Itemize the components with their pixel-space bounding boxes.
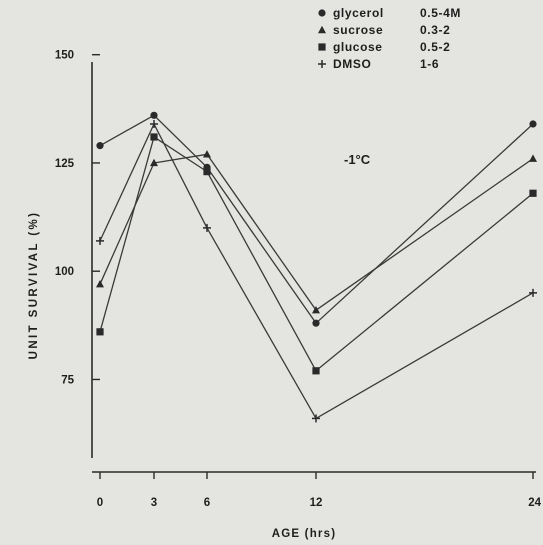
x-tick-label: 6	[204, 497, 210, 509]
legend-marker	[318, 43, 326, 51]
legend-item-dmso: DMSO 1-6	[318, 57, 439, 71]
y-axis-label: UNIT SURVIVAL (%)	[28, 211, 40, 360]
data-point-glucose	[529, 189, 537, 197]
data-point-dmso	[529, 288, 537, 297]
legend-marker	[318, 60, 326, 68]
series-line-glucose	[99, 136, 534, 372]
legend-series-range: 0.3-2	[420, 23, 450, 37]
data-point-sucrose	[96, 280, 104, 288]
legend-marker	[318, 9, 326, 17]
data-point-dmso	[96, 236, 104, 245]
legend-series-range: 0.5-2	[420, 40, 450, 54]
data-point-glycerol	[312, 319, 320, 327]
x-tick-label: 3	[151, 497, 157, 509]
legend-series-name: glycerol	[333, 6, 384, 20]
y-tick-label: 100	[55, 266, 74, 278]
x-axis-label: AGE (hrs)	[272, 528, 336, 540]
data-markers	[96, 111, 537, 423]
legend-series-name: sucrose	[333, 23, 383, 37]
x-tick-label: 24	[528, 497, 541, 509]
data-point-glucose	[203, 168, 211, 176]
legend: glycerol 0.5-4M sucrose 0.3-2 glucose 0.5-2 DM…	[318, 6, 461, 71]
x-tick-label: 12	[310, 497, 323, 509]
data-point-dmso	[150, 119, 158, 128]
data-point-dmso	[312, 414, 320, 423]
legend-series-range: 0.5-4M	[420, 6, 461, 20]
data-point-glucose	[150, 133, 158, 141]
legend-item-sucrose: sucrose 0.3-2	[318, 23, 450, 37]
y-tick-label: 150	[55, 50, 74, 62]
data-point-glycerol	[150, 111, 158, 119]
y-tick-label: 125	[55, 158, 75, 170]
data-point-sucrose	[312, 305, 320, 314]
data-point-glucose	[96, 328, 104, 336]
data-point-glycerol	[96, 142, 104, 150]
legend-item-glycerol: glycerol 0.5-4M	[318, 6, 461, 20]
series-line-sucrose	[99, 153, 534, 311]
axes: 75 100 125 150 0 3 6 12 24	[55, 50, 542, 509]
data-point-sucrose	[203, 150, 211, 158]
data-point-sucrose	[150, 158, 158, 167]
legend-series-range: 1-6	[420, 57, 439, 71]
data-point-glucose	[312, 367, 320, 375]
legend-series-name: glucose	[333, 40, 383, 54]
x-tick-label: 0	[97, 497, 103, 509]
data-point-dmso	[203, 223, 211, 232]
legend-item-glucose: glucose 0.5-2	[318, 40, 450, 54]
legend-marker	[318, 25, 326, 34]
temperature-annotation: -1°C	[344, 152, 371, 167]
legend-series-name: DMSO	[333, 57, 371, 71]
data-point-glycerol	[529, 120, 537, 128]
y-tick-label: 75	[61, 374, 74, 386]
data-point-sucrose	[529, 154, 537, 162]
